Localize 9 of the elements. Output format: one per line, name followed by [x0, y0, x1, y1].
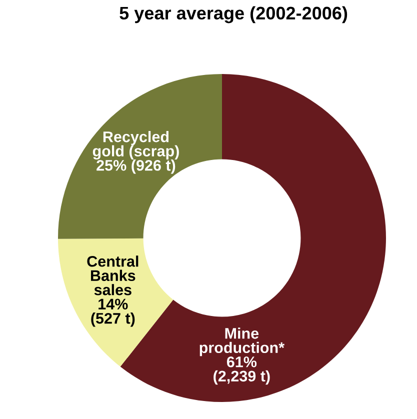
data-label: 14% (527 t) [91, 298, 135, 327]
chart-title: 5 year average (2002-2006) [120, 6, 348, 24]
donut-slice [58, 238, 174, 367]
slice-label: Mine production* [200, 328, 285, 356]
slice-label: Central Banks sales [87, 256, 138, 296]
data-label: 61% (2,239 t) [214, 356, 270, 385]
donut-slice [58, 74, 222, 239]
data-label: 25% (926 t) [96, 160, 176, 174]
slice-label: Recycled gold (scrap) [92, 131, 179, 160]
